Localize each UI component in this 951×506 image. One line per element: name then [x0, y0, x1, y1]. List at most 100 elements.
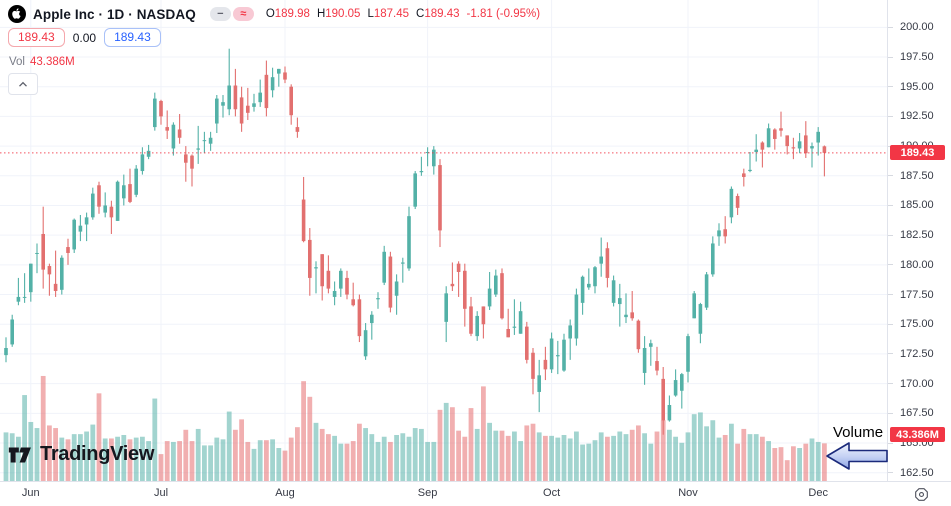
volume-bar	[301, 381, 306, 481]
collapse-pill-button[interactable]: −	[209, 7, 231, 21]
symbol-header: Apple Inc · 1D · NASDAQ − ≈ O189.98 H190…	[8, 5, 540, 23]
candle-body	[450, 283, 455, 287]
buy-price-button[interactable]: 189.43	[104, 28, 161, 47]
volume-bar	[71, 434, 77, 481]
apple-logo-icon	[8, 5, 26, 23]
volume-bar	[363, 428, 368, 481]
volume-bar	[16, 436, 21, 481]
candle-body	[754, 149, 758, 153]
candle-body	[382, 251, 386, 283]
candle-body	[475, 315, 479, 337]
month-label: Jul	[153, 487, 169, 499]
price-chart-canvas[interactable]	[0, 0, 887, 481]
candle-body	[704, 274, 709, 308]
volume-bar	[797, 448, 802, 481]
candle-body	[66, 247, 70, 253]
candle-body	[320, 254, 324, 287]
candle-body	[10, 319, 14, 345]
candle-body	[252, 103, 256, 107]
candle-body	[748, 169, 752, 172]
candle-body	[723, 229, 727, 237]
volume-bar	[84, 431, 89, 481]
symbol-title[interactable]: Apple Inc · 1D · NASDAQ	[33, 6, 196, 22]
candle-body	[146, 150, 151, 157]
tradingview-watermark[interactable]: TradingView	[8, 443, 154, 466]
last-price-badge: 189.43	[890, 145, 945, 161]
volume-bar	[3, 432, 9, 481]
candle-body	[295, 127, 300, 132]
price-tick-mark	[888, 442, 893, 444]
candle-body	[779, 128, 783, 131]
volume-row: Vol 43.386M	[9, 56, 75, 68]
volume-bar	[152, 398, 158, 481]
candle-body	[308, 239, 312, 278]
candle-body	[103, 205, 107, 213]
axis-settings-gear-icon[interactable]	[912, 485, 930, 503]
candle-body	[655, 361, 659, 371]
price-tick-label: 175.00	[900, 318, 934, 331]
candle-body	[91, 193, 95, 218]
month-label: Dec	[808, 487, 828, 499]
candle-body	[221, 102, 225, 106]
volume-bar	[710, 420, 716, 481]
candle-body	[729, 188, 734, 218]
price-tick-label: 187.50	[900, 169, 934, 182]
candle-body	[215, 98, 219, 124]
volume-bar	[264, 440, 269, 481]
time-axis[interactable]: Jun Jul Aug Sep Oct Nov Dec	[0, 481, 951, 506]
candle-body	[401, 262, 405, 264]
candle-body	[822, 146, 827, 153]
volume-bar	[679, 442, 685, 481]
volume-bar	[233, 429, 238, 481]
volume-bar	[605, 436, 610, 481]
volume-annotation-text: Volume	[833, 424, 884, 441]
price-tick-mark	[888, 115, 893, 117]
price-axis[interactable]: 189.43 43.386M 200.00 197.50 195.00 192.50 1…	[887, 0, 951, 481]
volume-label: Vol	[9, 56, 25, 68]
volume-bar	[394, 434, 399, 481]
volume-bar	[307, 396, 313, 481]
volume-bar	[623, 434, 629, 481]
candle-body	[599, 256, 603, 264]
volume-bar	[474, 428, 480, 481]
candle-body	[711, 243, 715, 275]
volume-bar	[22, 395, 27, 481]
price-tick-mark	[888, 323, 893, 325]
price-tick-mark	[888, 383, 893, 385]
candle-body	[258, 92, 262, 103]
candle-body	[363, 330, 368, 357]
sell-price-button[interactable]: 189.43	[8, 28, 65, 47]
volume-bar	[171, 441, 176, 481]
change-value: -1.81 (-0.95%)	[466, 8, 541, 20]
candle-body	[345, 277, 349, 295]
volume-bar	[555, 437, 561, 481]
candle-body	[525, 326, 529, 360]
volume-bar	[40, 375, 46, 481]
candle-body	[171, 124, 176, 149]
candle-body	[438, 165, 442, 231]
volume-bar	[747, 434, 753, 481]
volume-bar	[127, 439, 133, 481]
approximate-pill-button[interactable]: ≈	[232, 7, 254, 21]
candle-body	[463, 270, 467, 309]
tradingview-brand-text: TradingView	[40, 443, 155, 465]
candle-body	[785, 135, 789, 147]
candle-body	[227, 85, 231, 110]
candle-body	[506, 328, 510, 338]
candle-body	[549, 338, 554, 370]
volume-bar	[158, 454, 164, 481]
volume-bar	[698, 412, 703, 481]
volume-bar	[412, 428, 418, 481]
volume-bar	[598, 432, 604, 481]
volume-bar	[183, 429, 189, 481]
price-tick-mark	[888, 353, 893, 355]
close-label: C	[416, 8, 425, 20]
candle-body	[649, 343, 653, 347]
candle-body	[277, 68, 281, 74]
expand-pane-button[interactable]	[8, 73, 38, 95]
quote-row: 189.43 0.00 189.43	[8, 28, 161, 47]
candle-body	[810, 146, 814, 149]
candle-body	[134, 168, 138, 195]
open-value: 189.98	[274, 8, 310, 20]
volume-bar	[468, 408, 474, 481]
